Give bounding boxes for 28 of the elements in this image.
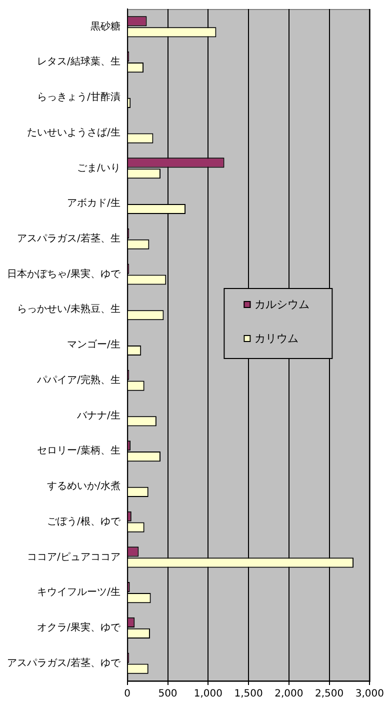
- y-tick-label: アボカド/生: [66, 197, 120, 210]
- x-tick-label: 2,000: [274, 688, 304, 700]
- y-tick-label: らっきょう/甘酢漬: [36, 91, 120, 104]
- y-tick-label: オクラ/果実、ゆで: [36, 622, 122, 634]
- y-tick-label: ごま/いり: [76, 162, 120, 174]
- x-tick-label: 1,000: [194, 688, 222, 700]
- y-tick-label: アスパラガス/若茎、ゆで: [6, 656, 122, 669]
- y-tick-label: パパイア/完熟、生: [36, 374, 120, 386]
- y-tick-label: 日本かぼちゃ/果実、ゆで: [6, 268, 122, 280]
- y-tick-label: らっかせい/未熟豆、生: [16, 303, 120, 316]
- y-tick-label: セロリー/葉柄、生: [36, 444, 120, 457]
- y-tick-label: キウイフルーツ/生: [36, 586, 120, 598]
- x-tick-label: 0: [124, 688, 131, 700]
- y-tick-label: レタス/結球葉、生: [36, 56, 120, 68]
- x-tick-label: 1,500: [234, 688, 263, 700]
- y-tick-label: ココア/ピュアココア: [26, 552, 120, 563]
- legend-label: カルシウム: [254, 298, 310, 311]
- y-tick-label: アスパラガス/若茎、生: [16, 232, 120, 244]
- x-tick-label: 3,000: [355, 688, 384, 700]
- y-tick-label: マンゴー/生: [66, 338, 120, 351]
- x-tick-label: 2,500: [314, 688, 344, 700]
- y-tick-label: 黒砂糖: [90, 20, 120, 32]
- y-tick-label: たいせいようさば/生: [26, 126, 120, 138]
- legend-label: カリウム: [254, 332, 299, 345]
- y-tick-label: するめいか/水煮: [46, 480, 120, 492]
- x-tick-label: 500: [158, 688, 178, 700]
- y-tick-label: バナナ/生: [76, 409, 120, 422]
- y-tick-label: ごぼう/根、ゆで: [46, 515, 122, 528]
